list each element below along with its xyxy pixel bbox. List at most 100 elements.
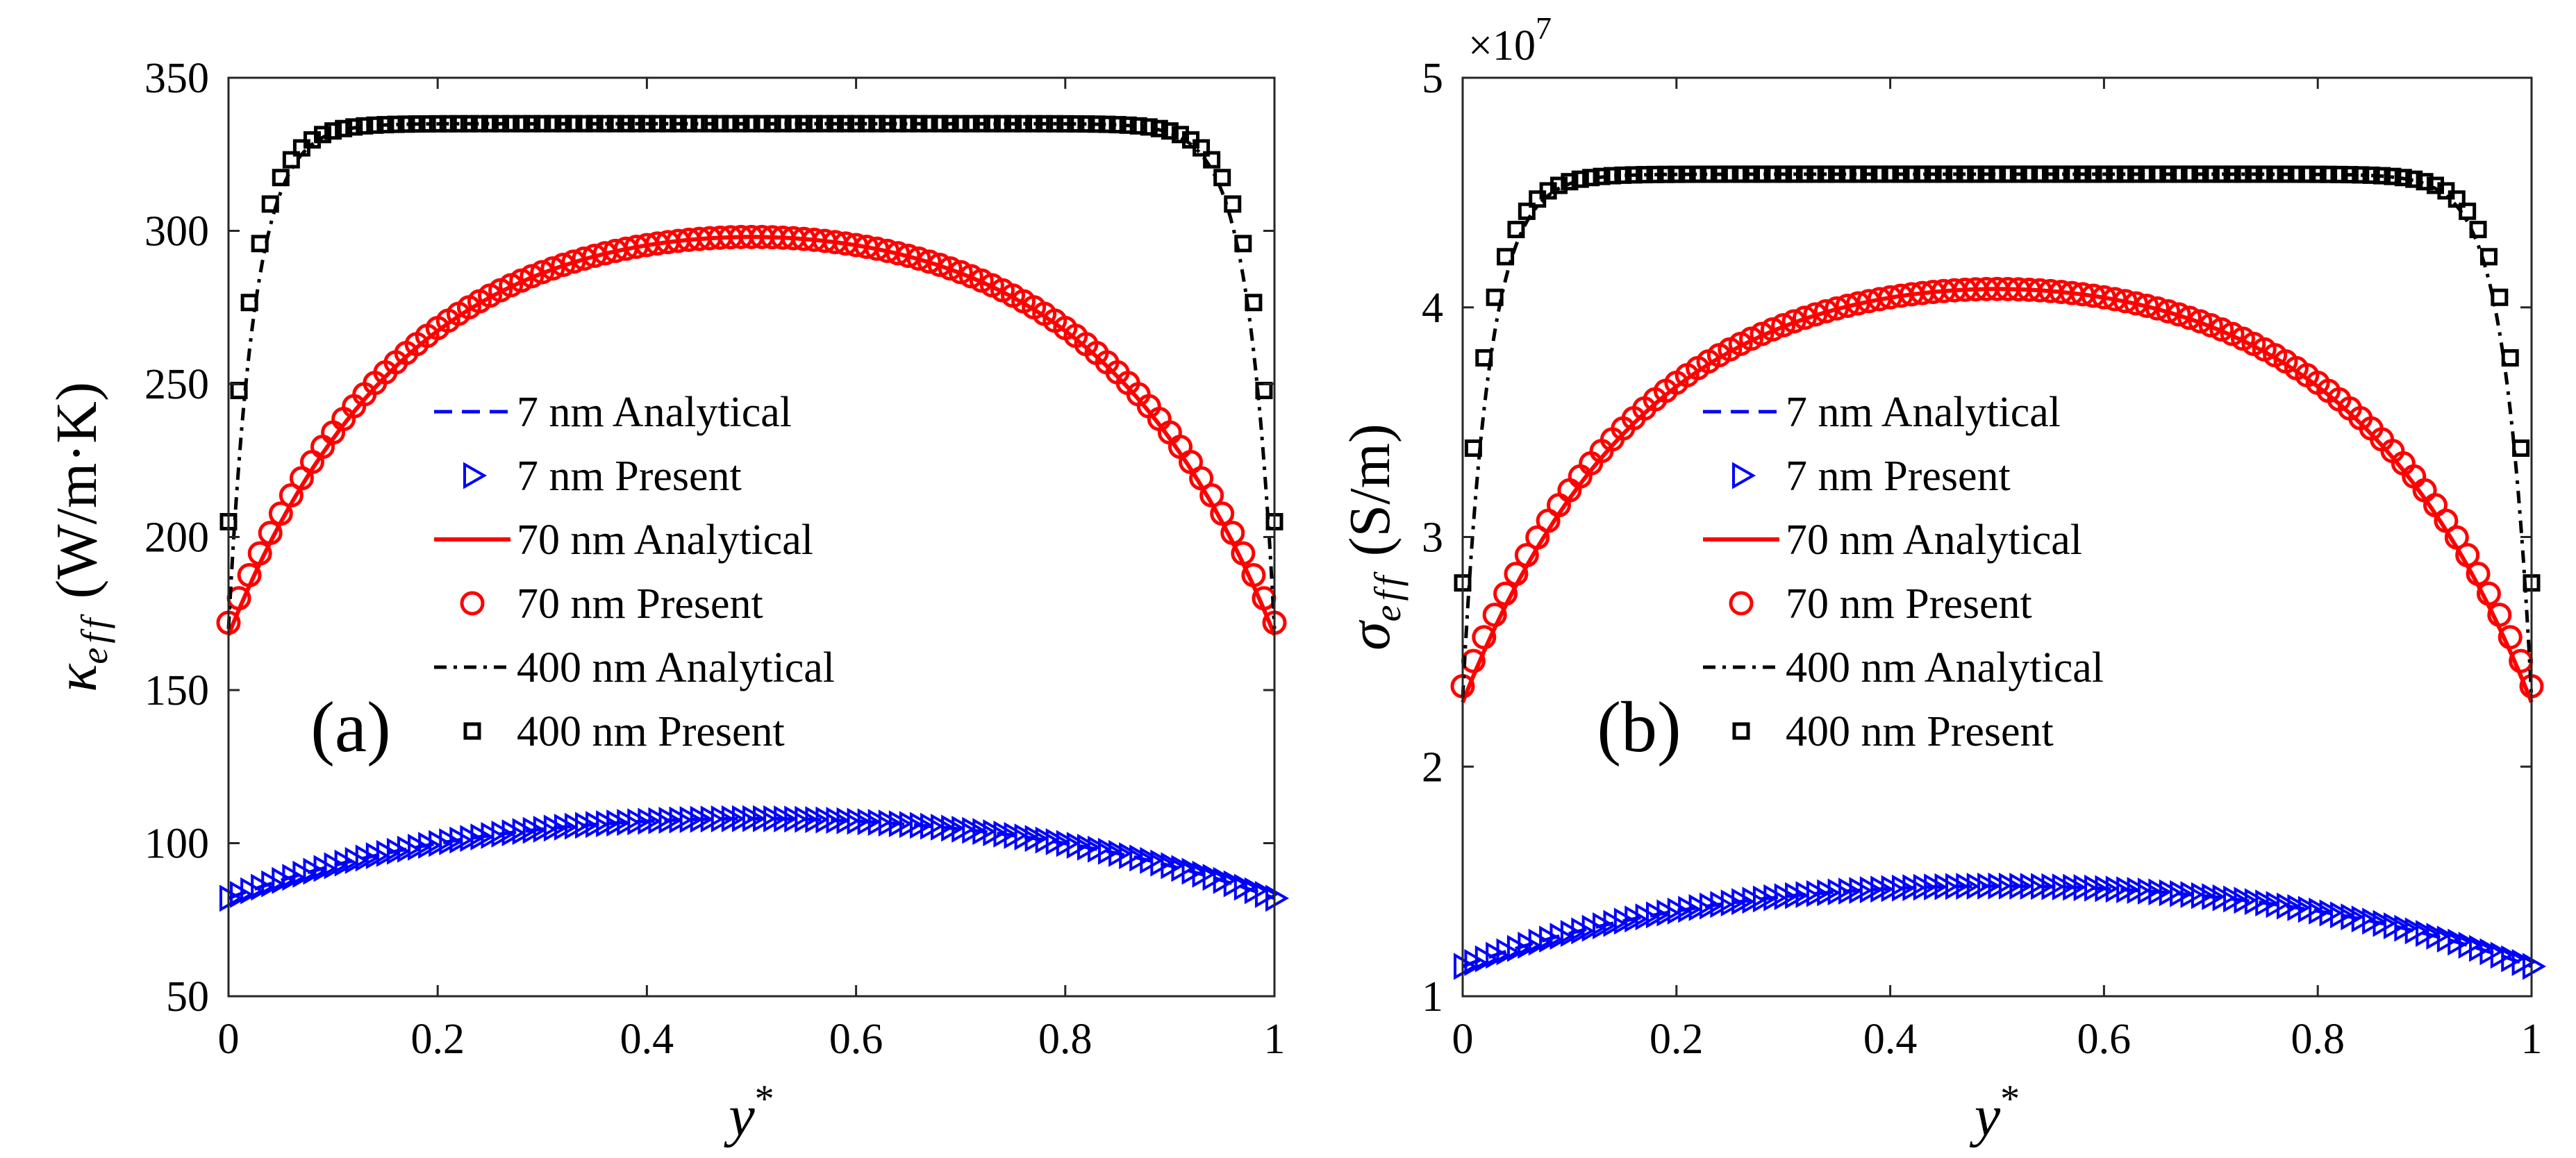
data-point [2181, 165, 2199, 183]
data-point [279, 483, 304, 508]
legend-entry: 400 nm Analytical [1703, 644, 2104, 691]
x-tick-label: 0.2 [410, 1016, 465, 1063]
data-point [470, 115, 488, 133]
data-point [1813, 299, 1838, 324]
data-point [2448, 190, 2466, 208]
y-axis-label-unit: (W/m·K) [44, 382, 109, 599]
data-point [1795, 165, 1813, 183]
data-point [513, 115, 531, 133]
y-tick-label: 1 [1422, 973, 1443, 1021]
series-70-nm-present [216, 224, 1287, 635]
data-point [1108, 116, 1127, 134]
data-point [540, 256, 565, 281]
data-point [795, 115, 813, 133]
legend-entry: 400 nm Present [463, 708, 785, 755]
x-axis-label-base: y [723, 1084, 755, 1148]
x-tick-label: 1 [1264, 1016, 1286, 1063]
data-point [1203, 151, 1221, 169]
data-point [2145, 296, 2170, 321]
data-point [1668, 165, 1686, 183]
legend-entry: 70 nm Present [1729, 580, 2032, 628]
data-point [356, 117, 374, 135]
y-tick-label: 200 [144, 514, 209, 562]
legend: 7 nm Analytical 7 nm Present 70 nm Analyti… [1703, 389, 2104, 755]
data-point [1792, 305, 1817, 330]
series-group [1450, 165, 2547, 980]
data-point [2469, 221, 2487, 239]
data-point [376, 116, 394, 134]
data-point [1234, 235, 1252, 253]
data-point [1849, 165, 1867, 183]
data-point [1828, 165, 1846, 183]
data-point [1775, 165, 1793, 183]
data-point [962, 115, 980, 133]
series-group [216, 115, 1290, 912]
data-point [2287, 165, 2305, 183]
data-point [1771, 313, 1796, 338]
data-point [1245, 294, 1263, 312]
data-point [1493, 581, 1518, 606]
data-point [1193, 139, 1211, 157]
data-point [753, 115, 771, 133]
legend-label: 400 nm Present [517, 708, 785, 755]
legend-label: 400 nm Present [1786, 708, 2054, 755]
data-point [2309, 165, 2327, 183]
data-point [910, 115, 928, 133]
y-tick-label: 350 [144, 55, 209, 102]
data-point [931, 115, 949, 133]
legend-entry: 7 nm Analytical [434, 389, 792, 436]
data-point [1504, 562, 1529, 587]
data-point [596, 115, 614, 133]
y-tick-label: 300 [144, 208, 209, 255]
data-point [551, 253, 576, 278]
data-point [927, 253, 952, 278]
series-7-nm-analytical [1462, 884, 2532, 968]
data-point [2523, 953, 2547, 980]
data-point [2188, 309, 2213, 334]
data-point [1967, 165, 1985, 183]
data-point [2479, 248, 2498, 266]
data-point [449, 115, 467, 133]
y-axis-label: σeff (S/m) [1338, 423, 1409, 651]
data-point [1913, 165, 1931, 183]
data-point [906, 246, 931, 271]
data-point [1614, 166, 1632, 184]
x-tick-label: 0 [218, 1016, 240, 1063]
data-point [2476, 581, 2501, 606]
data-point [2352, 166, 2370, 184]
data-point [251, 235, 269, 253]
data-point [2127, 165, 2145, 183]
data-point [481, 115, 499, 133]
data-point [648, 115, 666, 133]
x-tick-label: 0.8 [1038, 1016, 1092, 1063]
data-point [1241, 562, 1266, 587]
legend-entry: 7 nm Analytical [1703, 389, 2061, 436]
x-tick-label: 0.4 [1863, 1016, 1918, 1063]
data-point [917, 249, 942, 274]
data-point [1140, 118, 1158, 136]
data-point [1561, 173, 1579, 191]
data-point [1988, 165, 2006, 183]
data-point [941, 115, 959, 133]
data-point [1199, 483, 1224, 508]
data-point [1689, 165, 1707, 183]
data-point [2156, 299, 2181, 324]
data-point [1265, 884, 1290, 912]
legend-label: 7 nm Analytical [1786, 389, 2061, 436]
data-point [1220, 521, 1245, 546]
data-point [2166, 302, 2191, 327]
legend-entry: 400 nm Present [1732, 708, 2054, 755]
chart-panel-a: 0 0.2 0.4 0.6 0.8 150100150200250300350y*κeff… [44, 55, 1290, 1148]
y-axis-label-unit: (S/m) [1338, 423, 1402, 556]
data-point [237, 562, 262, 587]
data-point [847, 115, 865, 133]
data-point [2341, 166, 2359, 184]
data-point [585, 115, 604, 133]
legend-marker-swatch [1732, 462, 1756, 489]
x-axis-label: y* [723, 1077, 774, 1148]
data-point [2138, 165, 2156, 183]
data-point [638, 115, 656, 133]
data-point [837, 115, 855, 133]
legend-label: 7 nm Present [517, 453, 742, 500]
data-point [1161, 122, 1179, 140]
